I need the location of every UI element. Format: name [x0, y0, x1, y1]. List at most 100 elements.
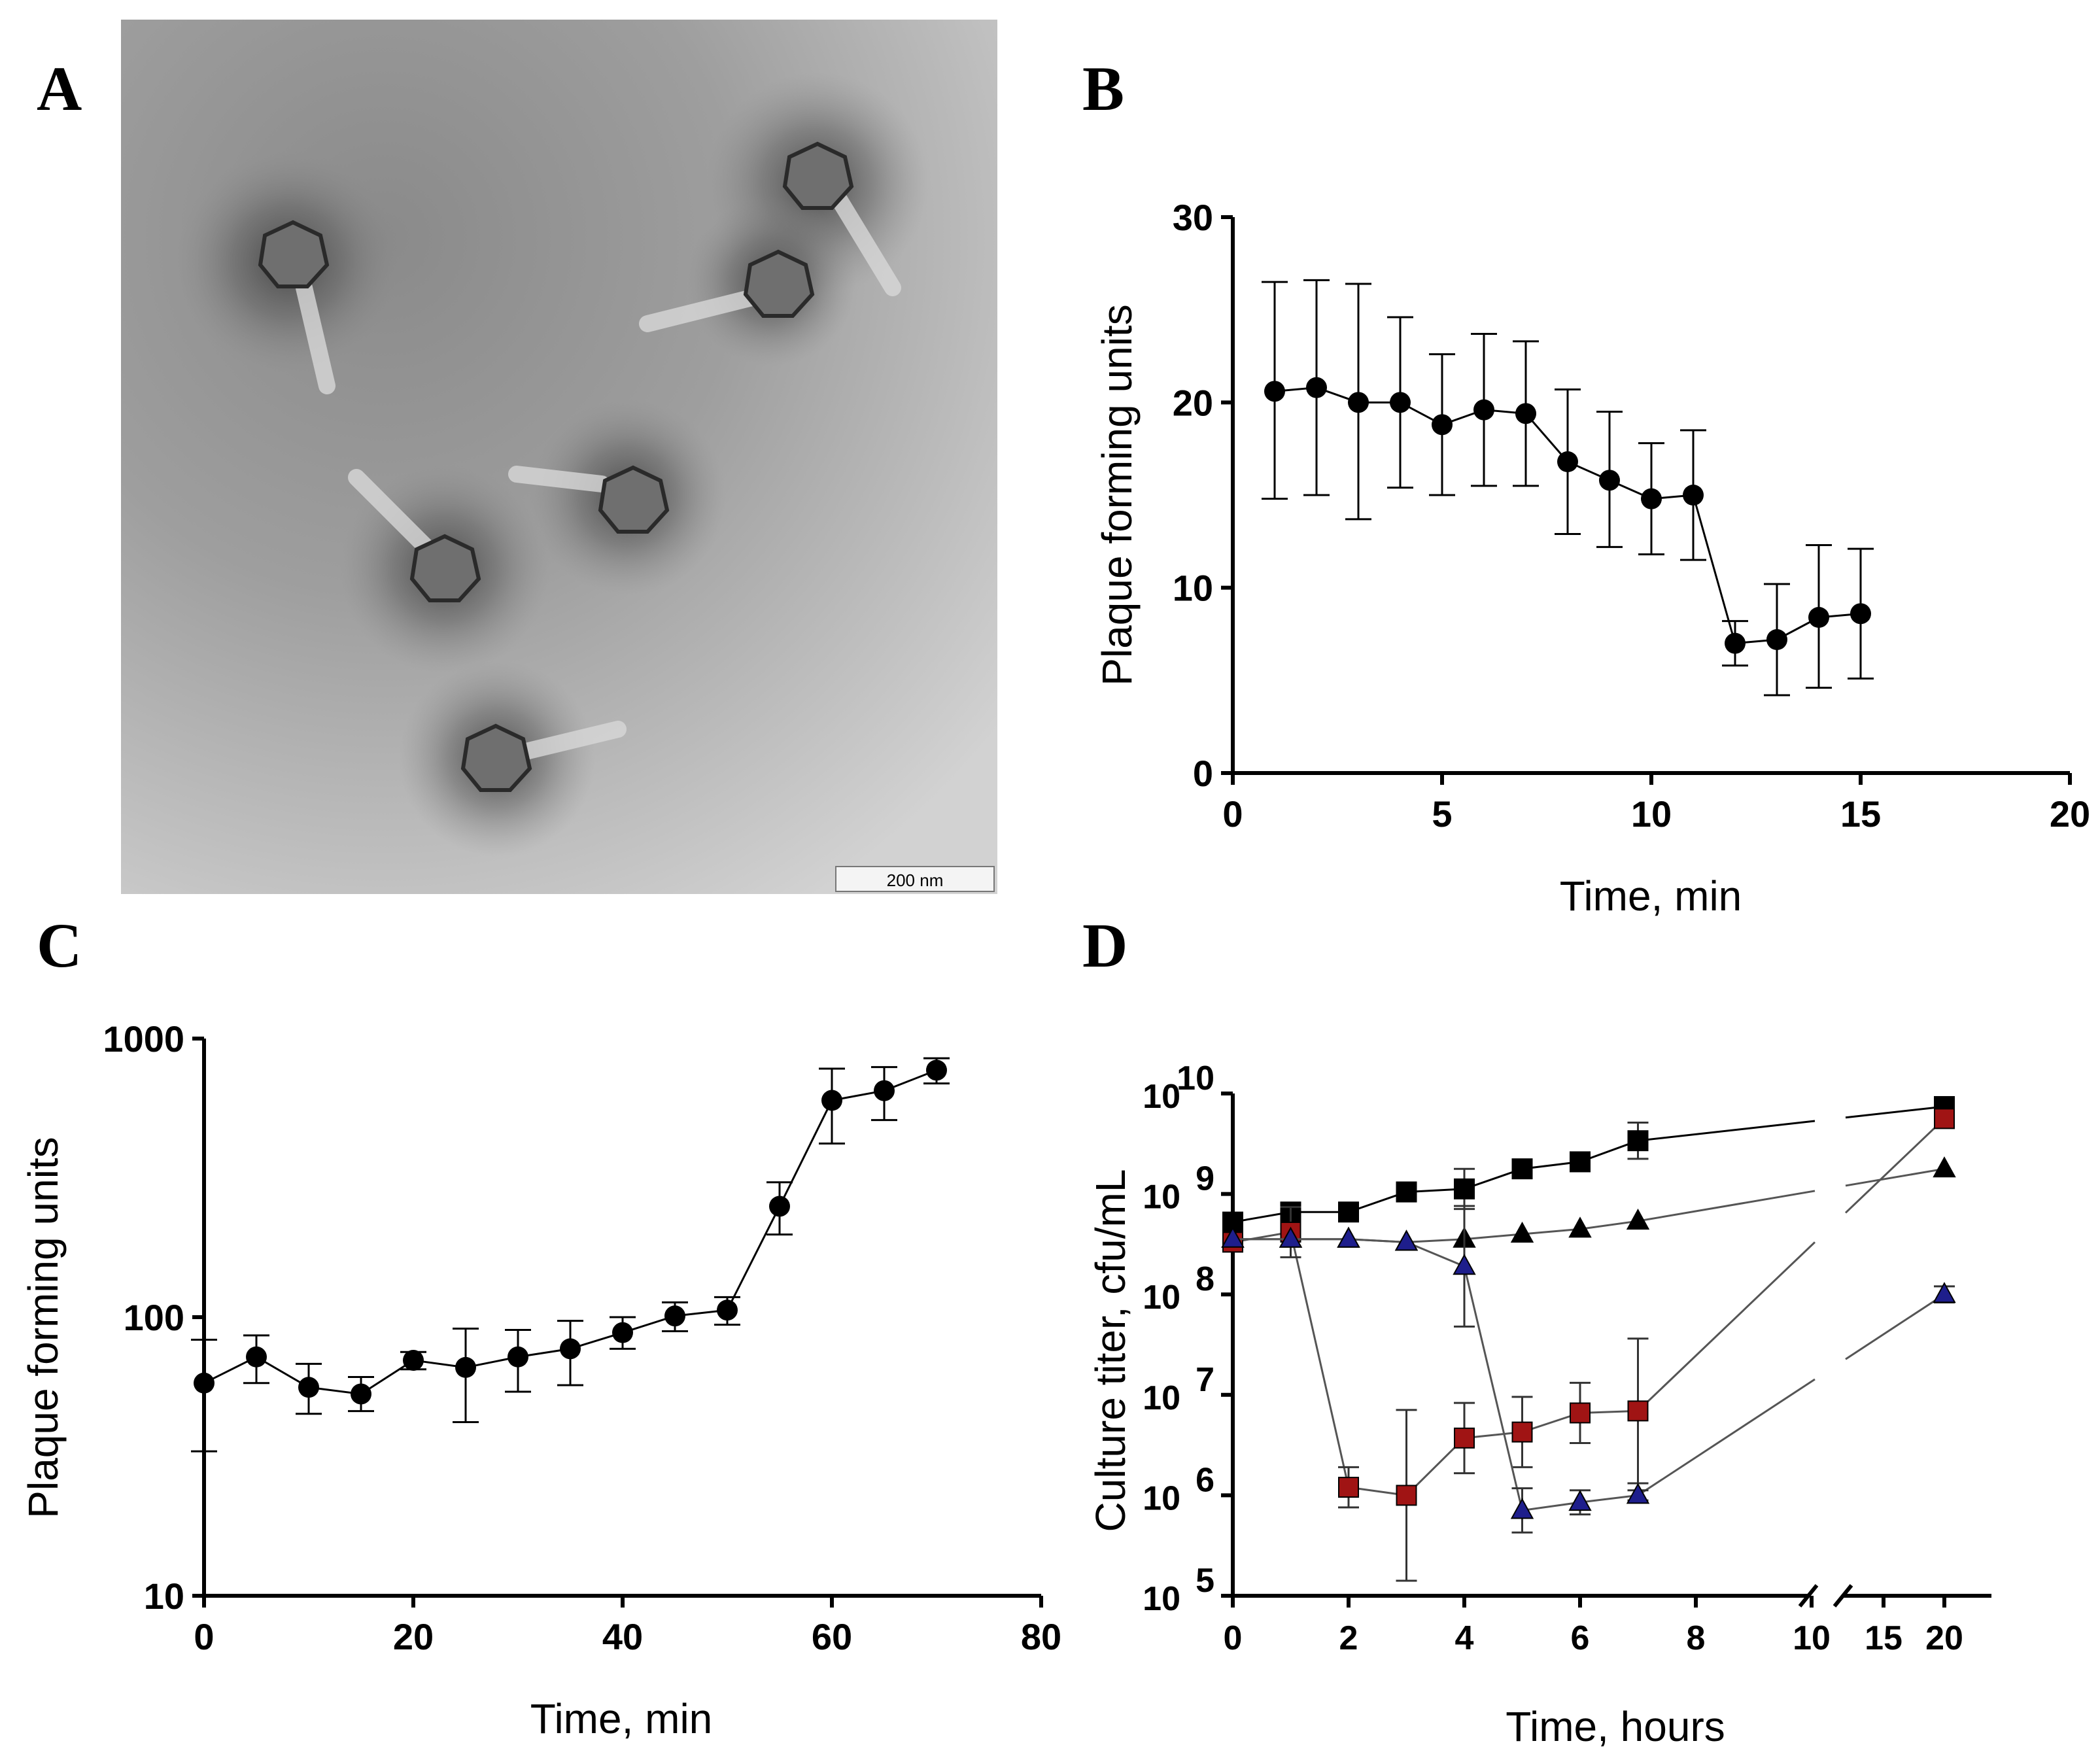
panel-b-x-tick-label: 15 — [1840, 793, 1881, 835]
panel-d-point-triangle — [1933, 1156, 1956, 1178]
panel-d-y-tick-exponent: 5 — [1196, 1562, 1214, 1600]
scale-bar-label: 200 nm — [887, 870, 944, 890]
panel-d-point-triangle — [1510, 1498, 1534, 1519]
panel-label-b: B — [1082, 54, 1124, 124]
panel-d-marks — [1221, 1095, 1956, 1582]
panel-b-y-tick-label: 20 — [1173, 382, 1213, 423]
panel-c-point — [351, 1383, 371, 1405]
panel-d-y-tick-exponent: 6 — [1196, 1461, 1214, 1499]
panel-d-x-tick-label: 4 — [1455, 1619, 1474, 1657]
panel-d-point-square — [1934, 1108, 1955, 1129]
panel-d-point-triangle — [1453, 1254, 1476, 1275]
scale-bar-box — [835, 866, 995, 892]
panel-c-point — [298, 1377, 319, 1398]
panel-b-marks — [1262, 279, 1874, 697]
panel-b-point — [1850, 603, 1871, 625]
panel-b-x-tick-label: 10 — [1631, 793, 1672, 835]
panel-b-ylabel: Plaque forming units — [1093, 304, 1141, 685]
panel-b-point — [1766, 629, 1787, 650]
panel-d-point-triangle — [1394, 1230, 1419, 1251]
panel-b-point — [1432, 414, 1453, 436]
panel-d-x-tick-label: 10 — [1793, 1619, 1831, 1657]
panel-c-xlabel: Time, min — [530, 1695, 713, 1742]
panel-d-point-square — [1511, 1158, 1533, 1180]
panel-d-y-tick-exponent: 8 — [1196, 1260, 1214, 1298]
panel-c-point — [246, 1346, 267, 1368]
panel-d-x-tick-label: 6 — [1571, 1619, 1590, 1657]
panel-d-x-tick-label: 15 — [1865, 1619, 1902, 1657]
panel-d-y-tick-base: 10 — [1143, 1179, 1180, 1216]
panel-d-ylabel: Culture titer, cfu/mL — [1087, 1169, 1134, 1532]
panel-d-y-tick-base: 10 — [1143, 1279, 1180, 1317]
panel-c-point — [455, 1356, 476, 1378]
panel-label-d: D — [1082, 910, 1127, 980]
panel-c-chart: Time, min Plaque forming units 0 20 40 60 80… — [20, 1018, 1061, 1742]
panel-d-point-square — [1454, 1178, 1475, 1199]
panel-d-series-line — [1638, 1190, 1816, 1222]
panel-b-x-tick-label: 0 — [1222, 793, 1243, 835]
panel-b-x-tick-label: 20 — [2050, 793, 2090, 835]
panel-b-y-tick-label: 30 — [1173, 197, 1213, 238]
panel-c-point — [821, 1090, 842, 1111]
panel-c-y-tick-label: 10 — [144, 1575, 184, 1617]
panel-a-micrograph: 200 nm — [121, 20, 997, 894]
panel-d-axis-break — [1798, 1584, 1853, 1608]
panel-d-point-square — [1570, 1151, 1591, 1173]
panel-b-x-tick-label: 5 — [1432, 793, 1452, 835]
panel-d-series-line — [1845, 1105, 1945, 1119]
panel-d-x-tick-label: 2 — [1339, 1619, 1358, 1657]
panel-d-y-tick-base: 10 — [1143, 1078, 1180, 1116]
panel-d-series-line — [1638, 1120, 1816, 1142]
panel-b-point — [1264, 381, 1285, 402]
panel-b-point — [1683, 485, 1704, 506]
panel-c-point — [926, 1059, 947, 1081]
panel-d-point-triangle — [1279, 1226, 1303, 1248]
panel-d-y-tick-base: 10 — [1143, 1479, 1180, 1517]
panel-b-ticks: 0 5 10 15 20 0 10 20 30 — [1173, 197, 2090, 835]
panel-d-point-triangle — [1933, 1282, 1956, 1303]
panel-c-point — [194, 1372, 215, 1394]
panel-b-point — [1599, 470, 1620, 491]
panel-d-y-tick-base: 10 — [1143, 1379, 1180, 1417]
panel-d-point-square — [1396, 1485, 1417, 1506]
panel-c-point — [612, 1322, 633, 1343]
panel-b-chart: Time, min Plaque forming units 0 5 10 15 200… — [1093, 197, 2090, 920]
panel-b-point — [1390, 392, 1411, 413]
panel-d-point-triangle — [1221, 1226, 1245, 1248]
panel-d-y-tick-exponent: 7 — [1196, 1361, 1214, 1399]
panel-b-xlabel: Time, min — [1560, 872, 1742, 920]
panel-d-y-tick-exponent: 10 — [1177, 1059, 1214, 1097]
panel-d-point-square — [1570, 1402, 1591, 1424]
panel-c-x-tick-label: 0 — [194, 1616, 214, 1657]
panel-c-x-tick-label: 60 — [812, 1616, 852, 1657]
panel-label-a: A — [37, 54, 82, 124]
panel-d-point-square — [1511, 1421, 1533, 1443]
panel-c-x-tick-label: 40 — [602, 1616, 643, 1657]
panel-b-point — [1641, 488, 1662, 509]
panel-b-point — [1306, 377, 1327, 398]
panel-d-x-tick-label: 8 — [1687, 1619, 1706, 1657]
panel-b-point — [1515, 403, 1536, 424]
panel-b-y-tick-label: 10 — [1173, 568, 1213, 609]
panel-b-point — [1473, 399, 1494, 421]
panel-d-point-triangle — [1568, 1216, 1592, 1238]
panel-d-point-triangle — [1510, 1221, 1534, 1243]
panel-c-point — [508, 1346, 528, 1368]
panel-c-marks — [191, 1057, 950, 1453]
panel-c-y-tick-label: 100 — [124, 1297, 184, 1338]
panel-d-series-line — [1232, 1231, 1638, 1496]
panel-c-point — [664, 1305, 685, 1327]
panel-b-point — [1808, 607, 1829, 628]
panel-c-point — [769, 1196, 790, 1217]
panel-d-point-triangle — [1626, 1483, 1650, 1504]
panel-d-series-line — [1845, 1293, 1945, 1360]
panel-b-point — [1725, 632, 1746, 654]
panel-d-series-line — [1233, 1238, 1638, 1512]
panel-d-y-tick-base: 10 — [1143, 1580, 1180, 1618]
panel-d-point-square — [1338, 1477, 1359, 1498]
panel-d-point-square — [1627, 1130, 1649, 1152]
panel-b-point — [1557, 451, 1578, 472]
